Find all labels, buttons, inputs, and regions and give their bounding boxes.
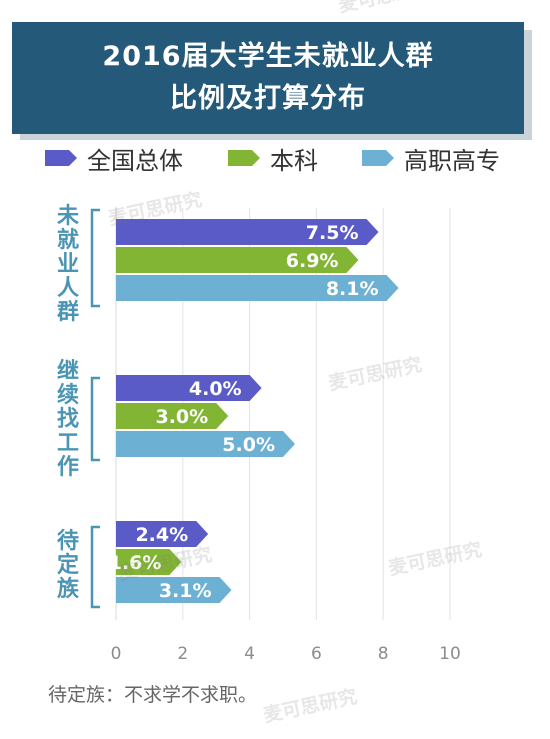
legend-label-overall: 全国总体 [87,146,183,175]
category-bracket-unemployed [90,208,100,308]
watermark-text: 麦可思研究 [261,685,359,727]
legend-swatch-undergrad [228,150,260,166]
watermark-text: 麦可思研究 [326,353,424,395]
watermark-text: 麦可思研究 [386,538,484,580]
watermark-text: 麦可思研究 [336,0,434,17]
bar-value-label-g1-s1: 3.0% [155,406,208,428]
bar-g1-s1 [116,403,229,429]
footnote: 待定族：不求学不求职。 [48,684,258,706]
watermark-text: 麦可思研究 [116,543,214,585]
x-tick-label-6: 6 [311,644,322,664]
category-label-unemployed: 未就业人群 [56,204,79,325]
bar-value-label-g0-s0: 7.5% [306,222,359,244]
category-label-undecided: 待定族 [56,529,79,602]
bar-value-label-g0-s2: 8.1% [326,278,379,300]
bar-value-label-g1-s0: 4.0% [189,378,242,400]
chart-title-line-1: 2016届大学生未就业人群 [102,41,434,72]
legend-item-overall: 全国总体 [45,143,183,175]
watermark-text: 麦可思研究 [106,188,204,230]
bar-g2-s0 [116,521,209,547]
bar-value-label-g2-s0: 2.4% [135,524,188,546]
legend-swatch-vocational [362,150,394,166]
x-tick-label-2: 2 [177,644,188,664]
bar-g0-s0 [116,219,379,245]
legend-label-undergrad: 本科 [270,146,318,175]
bar-g2-s2 [116,577,232,603]
bar-g1-s2 [116,431,295,457]
x-tick-label-4: 4 [244,644,255,664]
title-banner [12,22,524,134]
x-tick-label-0: 0 [111,644,122,664]
category-label-job-seeking: 继续找工作 [56,359,79,480]
legend-item-vocational: 高职高专 [362,143,500,175]
x-tick-label-8: 8 [378,644,389,664]
bar-g2-s1 [116,549,182,575]
bar-g1-s0 [116,375,262,401]
bar-g0-s2 [116,275,399,301]
bar-value-label-g0-s1: 6.9% [286,250,339,272]
bar-g0-s1 [116,247,359,273]
category-bracket-undecided [90,525,100,609]
x-tick-label-10: 10 [439,644,461,664]
bar-value-label-g2-s1: 1.6% [109,552,162,574]
legend-label-vocational: 高职高专 [404,146,500,175]
bar-value-label-g2-s2: 3.1% [159,580,212,602]
bar-value-label-g1-s2: 5.0% [222,434,275,456]
legend-item-undergrad: 本科 [228,143,318,175]
category-bracket-job-seeking [90,376,100,462]
legend-swatch-overall [45,150,77,166]
chart-title-line-2: 比例及打算分布 [170,83,366,114]
